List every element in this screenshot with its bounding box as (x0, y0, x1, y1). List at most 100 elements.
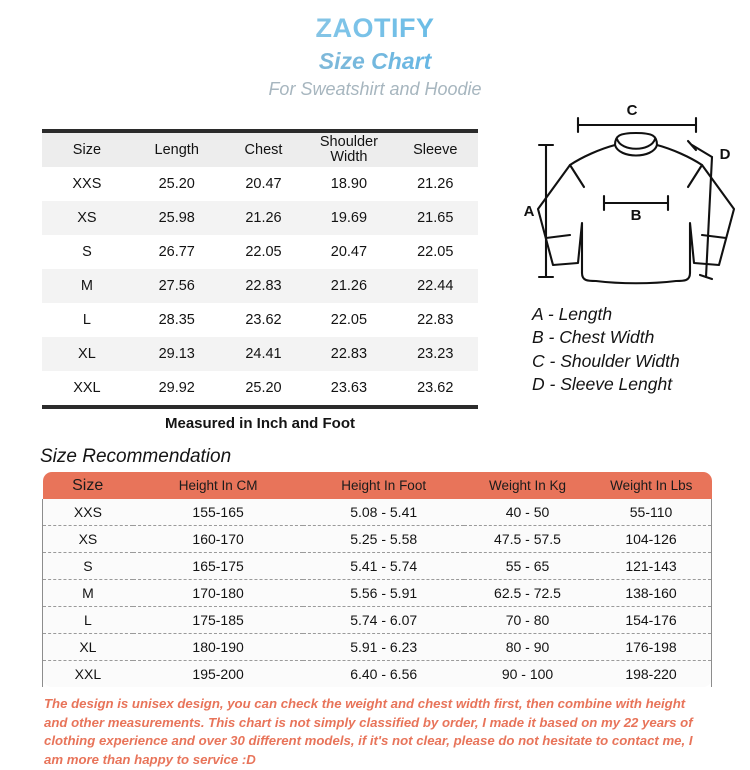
cell-sleeve: 22.05 (392, 235, 478, 269)
cell-sleeve: 21.26 (392, 167, 478, 201)
column-header-weight-lbs: Weight In Lbs (591, 472, 712, 499)
recommendation-row: XXL 195-200 6.40 - 6.56 90 - 100 198-220 (41, 660, 713, 687)
page-subtitle: For Sweatshirt and Hoodie (268, 79, 482, 99)
cell-length: 26.77 (131, 235, 222, 269)
cell-weight-lbs: 198-220 (591, 660, 713, 687)
cell-shoulder-width: 19.69 (305, 201, 393, 235)
table-row: M 27.56 22.83 21.26 22.44 (42, 269, 478, 303)
cell-height-foot: 5.74 - 6.07 (303, 606, 464, 634)
cell-height-foot: 5.08 - 5.41 (303, 499, 464, 526)
recommendation-row: M 170-180 5.56 - 5.91 62.5 - 72.5 138-160 (41, 579, 713, 607)
cell-height-cm: 170-180 (132, 579, 304, 607)
cell-sleeve: 21.65 (392, 201, 478, 235)
recommendation-table-head: Size Height In CM Height In Foot Weight … (42, 472, 712, 499)
cell-sleeve: 22.83 (392, 303, 478, 337)
dimension-line-d (690, 143, 714, 159)
column-header-height-cm: Height In CM (132, 472, 304, 499)
recommendation-row: XS 160-170 5.25 - 5.58 47.5 - 57.5 104-126 (41, 525, 713, 553)
table-head: Size Length Chest Shoulder Width Sleeve (42, 131, 478, 167)
column-header-height-foot: Height In Foot (303, 472, 464, 499)
cell-size: XL (42, 337, 132, 371)
size-recommendation-title: Size Recommendation (40, 446, 232, 467)
cell-weight-kg: 55 - 65 (463, 552, 592, 580)
diagram-label-a: A (524, 203, 535, 220)
legend-item-d: D - Sleeve Lenght (532, 373, 673, 394)
cell-chest: 23.62 (221, 303, 306, 337)
cell-height-foot: 5.25 - 5.58 (303, 525, 464, 553)
cell-weight-lbs: 104-126 (591, 525, 713, 553)
table-body: XXS 25.20 20.47 18.90 21.26 XS 25.98 21.26 19.69… (42, 167, 478, 407)
table-row: L 28.35 23.62 22.05 22.83 (42, 303, 478, 337)
column-header-size: Size (42, 131, 132, 167)
sweatshirt-illustration: C A B D (524, 102, 736, 285)
recommendation-row: L 175-185 5.74 - 6.07 70 - 80 154-176 (41, 606, 713, 634)
cell-chest: 21.26 (221, 201, 306, 235)
cell-shoulder-width: 18.90 (305, 167, 393, 201)
cell-weight-kg: 80 - 90 (463, 633, 592, 661)
table-row: S 26.77 22.05 20.47 22.05 (42, 235, 478, 269)
table-row: XL 29.13 24.41 22.83 23.23 (42, 337, 478, 371)
diagram-label-c: C (627, 105, 638, 119)
table-row: XS 25.98 21.26 19.69 21.65 (42, 201, 478, 235)
cell-height-cm: 155-165 (132, 499, 304, 526)
cell-length: 29.13 (131, 337, 222, 371)
legend-item-b: B - Chest Width (532, 327, 655, 348)
cell-weight-lbs: 55-110 (591, 499, 713, 526)
recommendation-header-row: Size Height In CM Height In Foot Weight … (42, 472, 712, 499)
cell-size: XXS (42, 167, 132, 201)
column-header-chest: Chest (221, 131, 306, 167)
cell-rec-size: S (41, 552, 133, 580)
measurement-unit-note: Measured in Inch and Foot (164, 415, 355, 432)
cell-height-foot: 5.41 - 5.74 (303, 552, 464, 580)
garment-diagram: C A B D (520, 102, 746, 305)
cell-height-cm: 165-175 (132, 552, 304, 580)
size-measurements-table-wrapper: Size Length Chest Shoulder Width Sleeve … (42, 129, 478, 409)
cell-length: 25.98 (131, 201, 222, 235)
cell-weight-kg: 40 - 50 (463, 499, 592, 526)
cell-weight-lbs: 121-143 (591, 552, 713, 580)
cell-chest: 20.47 (221, 167, 306, 201)
cell-height-cm: 175-185 (132, 606, 304, 634)
cell-shoulder-width: 20.47 (305, 235, 393, 269)
disclaimer-text: The design is unisex design, you can che… (44, 696, 693, 768)
recommendation-row: XXS 155-165 5.08 - 5.41 40 - 50 55-110 (41, 499, 713, 526)
cell-weight-kg: 47.5 - 57.5 (463, 525, 592, 553)
column-header-sleeve: Sleeve (392, 131, 478, 167)
cell-height-foot: 5.91 - 6.23 (303, 633, 464, 661)
cell-length: 28.35 (131, 303, 222, 337)
table-header-row: Size Length Chest Shoulder Width Sleeve (42, 131, 478, 167)
cell-shoulder-width: 22.83 (305, 337, 393, 371)
cell-weight-lbs: 138-160 (591, 579, 713, 607)
cell-size: S (42, 235, 132, 269)
cell-shoulder-width: 21.26 (305, 269, 393, 303)
cell-shoulder-width: 22.05 (305, 303, 393, 337)
cell-height-cm: 180-190 (132, 633, 304, 661)
cell-size: M (42, 269, 132, 303)
cell-size: XS (42, 201, 132, 235)
legend-item-c: C - Shoulder Width (532, 350, 680, 371)
cell-weight-kg: 70 - 80 (463, 606, 592, 634)
brand-title: ZAOTIFY (0, 13, 750, 44)
cell-rec-size: XL (41, 633, 133, 661)
diagram-label-b: B (631, 207, 642, 224)
cell-sleeve: 23.23 (392, 337, 478, 371)
cell-rec-size: XS (41, 525, 133, 553)
page-title: Size Chart (0, 48, 750, 75)
cell-chest: 22.05 (221, 235, 306, 269)
legend-item-a: A - Length (532, 304, 613, 324)
cell-rec-size: L (41, 606, 133, 634)
cell-weight-lbs: 154-176 (591, 606, 713, 634)
cell-sleeve: 23.62 (392, 371, 478, 407)
column-header-weight-kg: Weight In Kg (463, 472, 592, 499)
cell-shoulder-width: 23.63 (305, 371, 393, 407)
size-recommendation-table: Size Height In CM Height In Foot Weight … (41, 472, 713, 687)
cell-chest: 25.20 (221, 371, 306, 407)
column-header-rec-size: Size (42, 472, 133, 499)
cell-height-foot: 6.40 - 6.56 (303, 660, 464, 687)
diagram-legend: A - Length B - Chest Width C - Shoulder … (532, 303, 747, 396)
size-measurements-table: Size Length Chest Shoulder Width Sleeve … (42, 129, 478, 409)
table-row: XXS 25.20 20.47 18.90 21.26 (42, 167, 478, 201)
cell-chest: 24.41 (221, 337, 306, 371)
cell-length: 27.56 (131, 269, 222, 303)
size-recommendation-table-wrapper: Size Height In CM Height In Foot Weight … (41, 472, 713, 687)
